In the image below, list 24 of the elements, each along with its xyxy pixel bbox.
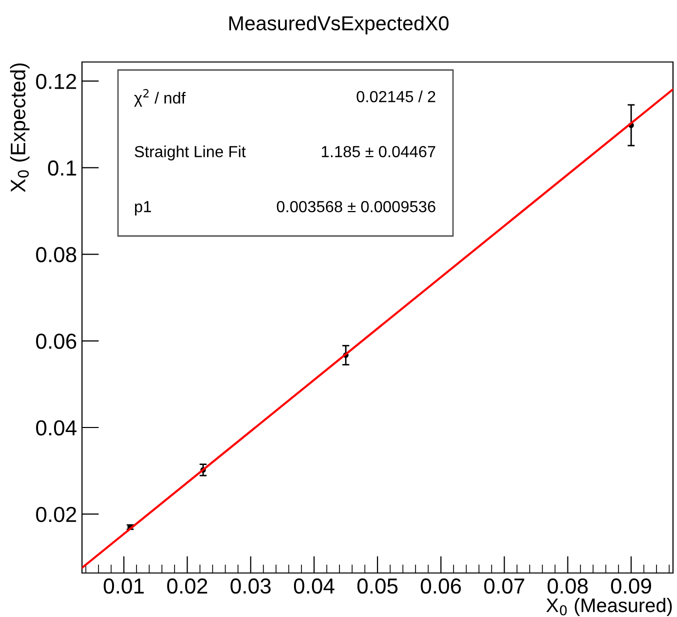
annotation: p1 [135, 201, 151, 216]
x-tick-label: 0.01 [104, 578, 144, 594]
y-tick-label: 0.04 [36, 420, 77, 436]
annotation: 1.185 ± 0.04467 [322, 146, 436, 158]
y-tick-label: 0.1 [48, 160, 76, 176]
x-tick-label: 0.06 [420, 578, 461, 594]
x-tick-label: 0.05 [357, 578, 398, 594]
x-tick-label: 0.02 [167, 578, 208, 594]
annotation: χ$^{2}$ / ndf [134, 89, 186, 107]
y-axis-title: X$_{0}$ (Expected) [10, 63, 30, 192]
chart-title: MeasuredVsExpectedX0 [229, 16, 449, 34]
annotation: 0.02145 / 2 [356, 90, 436, 102]
y-tick-label: 0.12 [36, 74, 76, 90]
x-tick-label: 0.04 [294, 578, 334, 594]
x-tick-label: 0.08 [548, 578, 588, 594]
x-axis-title: X$_{0}$ (Measured) [546, 598, 672, 616]
y-tick-label: 0.08 [36, 247, 76, 262]
annotation: 0.003568 ± 0.0009536 [276, 200, 436, 212]
x-tick-label: 0.03 [230, 578, 271, 594]
x-tick-label: 0.07 [484, 578, 524, 594]
annotation: Straight Line Fit [134, 146, 246, 160]
y-tick-label: 0.02 [36, 506, 76, 522]
x-tick-label: 0.09 [611, 578, 652, 594]
y-tick-label: 0.06 [36, 334, 76, 349]
